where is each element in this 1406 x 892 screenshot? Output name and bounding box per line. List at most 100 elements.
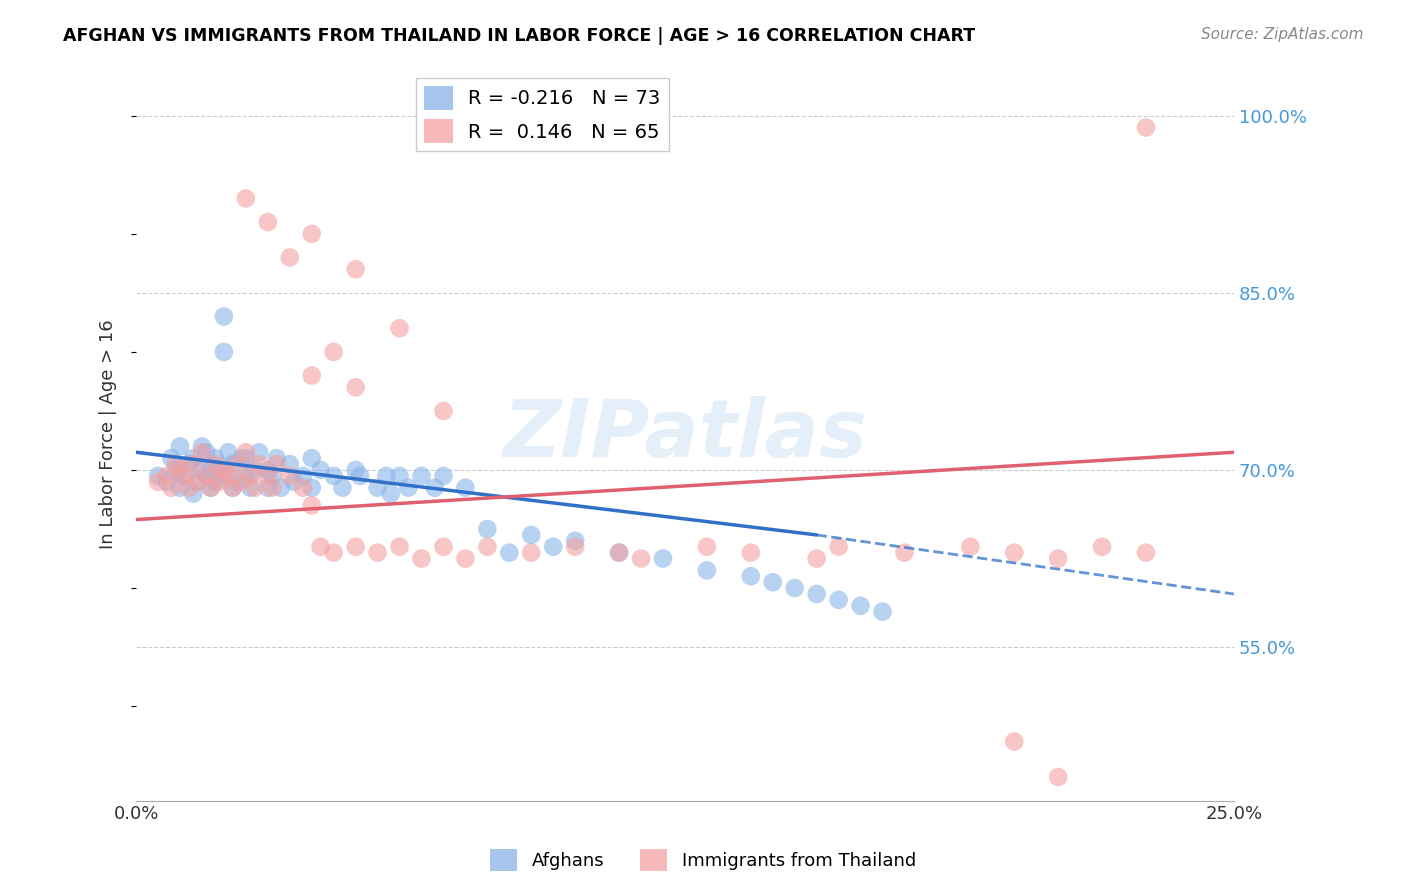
Point: [146, 469, 169, 483]
Point: [243, 463, 266, 477]
Point: [165, 457, 187, 471]
Point: [322, 345, 344, 359]
Point: [301, 499, 323, 513]
Point: [278, 457, 301, 471]
Point: [301, 227, 323, 241]
Point: [200, 481, 222, 495]
Point: [169, 463, 191, 477]
Point: [423, 481, 446, 495]
Point: [520, 528, 543, 542]
Point: [477, 522, 499, 536]
Point: [204, 457, 226, 471]
Point: [173, 469, 195, 483]
Point: [191, 445, 214, 459]
Point: [607, 546, 630, 560]
Point: [872, 605, 894, 619]
Point: [696, 540, 718, 554]
Point: [827, 540, 849, 554]
Point: [256, 215, 278, 229]
Point: [256, 463, 278, 477]
Point: [344, 540, 367, 554]
Point: [200, 481, 222, 495]
Point: [309, 540, 332, 554]
Point: [344, 262, 367, 277]
Point: [1091, 540, 1114, 554]
Point: [235, 451, 257, 466]
Point: [827, 593, 849, 607]
Point: [322, 546, 344, 560]
Point: [322, 469, 344, 483]
Point: [181, 486, 204, 500]
Point: [411, 551, 433, 566]
Point: [204, 451, 226, 466]
Point: [212, 310, 235, 324]
Point: [239, 481, 262, 495]
Point: [959, 540, 981, 554]
Point: [235, 191, 257, 205]
Point: [187, 475, 209, 489]
Point: [217, 445, 239, 459]
Point: [388, 469, 411, 483]
Point: [301, 368, 323, 383]
Point: [1047, 770, 1070, 784]
Point: [204, 475, 226, 489]
Point: [222, 457, 245, 471]
Point: [1002, 734, 1025, 748]
Point: [375, 469, 398, 483]
Point: [630, 551, 652, 566]
Point: [195, 469, 218, 483]
Point: [262, 469, 284, 483]
Point: [432, 404, 454, 418]
Text: AFGHAN VS IMMIGRANTS FROM THAILAND IN LABOR FORCE | AGE > 16 CORRELATION CHART: AFGHAN VS IMMIGRANTS FROM THAILAND IN LA…: [63, 27, 976, 45]
Point: [165, 463, 187, 477]
Point: [762, 575, 785, 590]
Point: [243, 481, 266, 495]
Point: [291, 469, 314, 483]
Point: [278, 469, 301, 483]
Point: [208, 475, 231, 489]
Point: [239, 469, 262, 483]
Point: [181, 451, 204, 466]
Point: [564, 540, 586, 554]
Point: [849, 599, 872, 613]
Point: [262, 481, 284, 495]
Point: [177, 481, 200, 495]
Point: [411, 469, 433, 483]
Point: [256, 469, 278, 483]
Point: [173, 469, 195, 483]
Point: [231, 451, 253, 466]
Point: [212, 469, 235, 483]
Point: [520, 546, 543, 560]
Point: [212, 463, 235, 477]
Point: [367, 481, 389, 495]
Point: [783, 581, 806, 595]
Point: [1047, 551, 1070, 566]
Point: [301, 451, 323, 466]
Point: [332, 481, 354, 495]
Point: [283, 475, 305, 489]
Point: [156, 469, 179, 483]
Point: [454, 481, 477, 495]
Point: [247, 445, 270, 459]
Point: [380, 486, 402, 500]
Legend: Afghans, Immigrants from Thailand: Afghans, Immigrants from Thailand: [482, 842, 924, 879]
Point: [222, 481, 245, 495]
Point: [344, 463, 367, 477]
Point: [187, 475, 209, 489]
Point: [278, 251, 301, 265]
Point: [200, 457, 222, 471]
Point: [291, 481, 314, 495]
Point: [498, 546, 520, 560]
Point: [195, 445, 218, 459]
Point: [454, 551, 477, 566]
Point: [477, 540, 499, 554]
Point: [177, 457, 200, 471]
Point: [195, 469, 218, 483]
Text: ZIPatlas: ZIPatlas: [502, 395, 868, 474]
Point: [256, 481, 278, 495]
Point: [396, 481, 419, 495]
Point: [191, 439, 214, 453]
Point: [432, 469, 454, 483]
Point: [191, 463, 214, 477]
Point: [217, 469, 239, 483]
